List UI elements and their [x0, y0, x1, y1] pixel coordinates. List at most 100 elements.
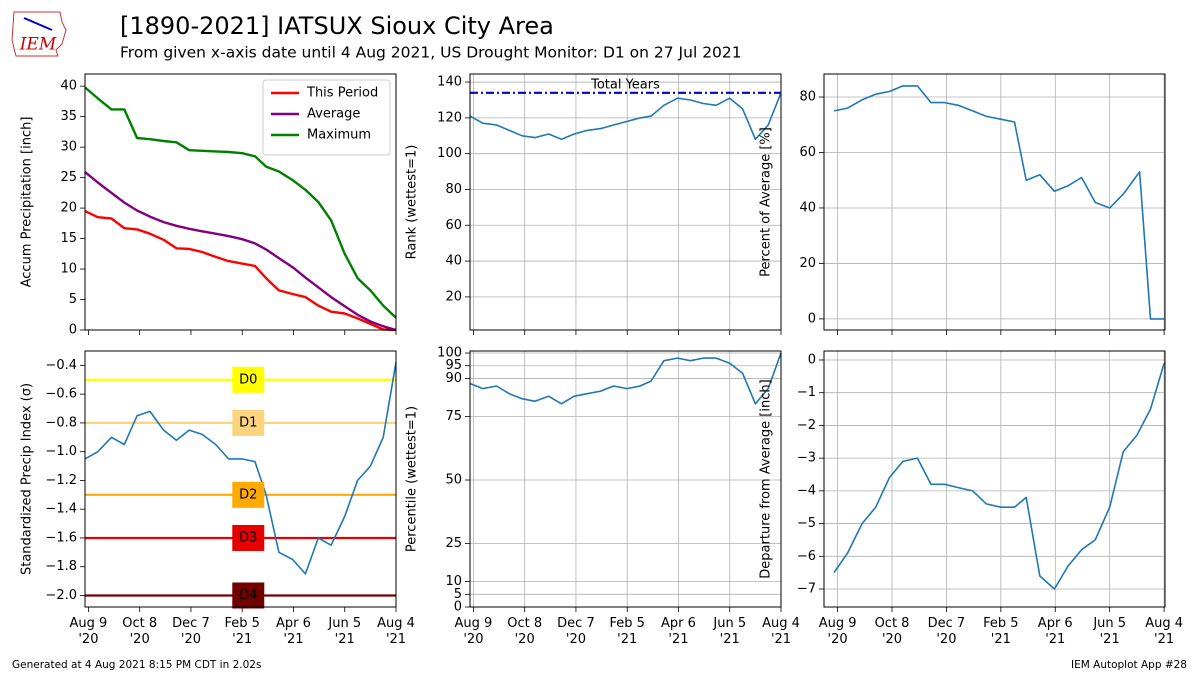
footer-right: IEM Autoplot App #28 — [1071, 659, 1187, 671]
y-tick-label: 75 — [445, 409, 462, 424]
y-tick-label: 30 — [60, 140, 77, 155]
y-axis-label: Percentile (wettest=1) — [405, 406, 420, 552]
y-tick-label: 120 — [437, 110, 462, 125]
x-tick-label: Aug 9'20 — [819, 616, 857, 647]
y-tick-label: −1.4 — [45, 502, 77, 517]
plot-frame — [823, 350, 1166, 608]
x-tick-label: Dec 7'20 — [557, 616, 595, 647]
reference-label: D4 — [239, 588, 257, 603]
plot-frame — [84, 73, 397, 331]
y-tick-label: 40 — [60, 79, 77, 94]
y-tick-label: 20 — [799, 256, 816, 271]
y-tick-label: −1.8 — [45, 559, 77, 574]
y-tick-label: −1.6 — [45, 530, 77, 545]
plot-frame — [469, 350, 782, 608]
reference-label-box — [232, 481, 265, 508]
y-tick-label: 60 — [799, 145, 816, 160]
y-tick-label: 40 — [445, 254, 462, 269]
y-tick-label: 100 — [437, 146, 462, 161]
y-tick-label: 0 — [808, 311, 816, 326]
legend-label: Average — [307, 107, 360, 122]
reference-label: D3 — [239, 530, 257, 545]
series-line — [84, 171, 397, 332]
legend-label: Maximum — [307, 128, 371, 143]
reference-label-box — [232, 366, 265, 393]
y-tick-label: 5 — [454, 587, 462, 602]
y-tick-label: 20 — [445, 289, 462, 304]
x-tick-label: Apr 6'21 — [1038, 616, 1073, 647]
logo-line — [23, 17, 53, 31]
y-tick-label: 0 — [808, 352, 816, 367]
series-line — [469, 352, 782, 405]
y-axis-label: Standardized Precip Index (σ) — [20, 383, 35, 575]
y-axis-label: Accum Precipitation [inch] — [20, 117, 35, 288]
series-line — [833, 363, 1165, 590]
y-axis-label: Departure from Average [inch] — [759, 379, 774, 578]
y-tick-label: 25 — [60, 170, 77, 185]
reference-label-box — [232, 524, 265, 551]
y-tick-label: 40 — [799, 200, 816, 215]
y-tick-label: 140 — [437, 75, 462, 90]
plot-frame — [84, 350, 397, 608]
y-tick-label: 0 — [69, 323, 77, 338]
series-line — [469, 92, 782, 141]
logo-outline — [11, 11, 67, 57]
y-axis-label: Rank (wettest=1) — [405, 145, 420, 260]
y-tick-label: 60 — [445, 218, 462, 233]
y-tick-label: −0.4 — [45, 358, 77, 373]
plot-frame — [823, 73, 1166, 331]
reference-label: Total Years — [590, 77, 660, 92]
x-tick-label: Oct 8'20 — [875, 616, 910, 647]
panel: 0 20 40 60 80 Percent of Average [%] — [759, 73, 1166, 335]
x-tick-label: Apr 6'21 — [276, 616, 311, 647]
y-tick-label: −5 — [797, 516, 816, 531]
x-tick-label: Aug 4'21 — [377, 616, 415, 647]
y-tick-label: −7 — [797, 582, 816, 597]
x-tick-label: Aug 4'21 — [762, 616, 800, 647]
reference-label: D0 — [239, 372, 257, 387]
y-tick-label: 50 — [445, 473, 462, 488]
x-tick-label: Oct 8'20 — [507, 616, 542, 647]
y-tick-label: 5 — [69, 292, 77, 307]
y-tick-label: −1.0 — [45, 444, 77, 459]
panel: −2.0 −1.8 −1.6 −1.4 −1.2 −1.0 −0.8 −0.6 −0.4 Aug … — [20, 350, 415, 647]
y-tick-label: 10 — [445, 574, 462, 589]
y-tick-label: 10 — [60, 262, 77, 277]
x-tick-label: Feb 5'21 — [224, 616, 259, 647]
x-tick-label: Oct 8'20 — [122, 616, 157, 647]
y-tick-label: 100 — [437, 346, 462, 361]
y-tick-label: −2.0 — [45, 588, 77, 603]
x-tick-label: Dec 7'20 — [928, 616, 966, 647]
x-tick-label: Feb 5'21 — [983, 616, 1018, 647]
y-tick-label: 80 — [445, 182, 462, 197]
reference-label-box — [232, 582, 265, 609]
plot-frame — [469, 73, 782, 331]
legend-label: This Period — [306, 86, 378, 101]
y-tick-label: 35 — [60, 109, 77, 124]
logo-text: IEM — [19, 35, 57, 55]
panel: 0 5 10 15 20 25 30 35 40 Accum Precipitation [inc… — [20, 73, 397, 338]
x-tick-label: Jun 5'21 — [327, 616, 361, 647]
y-tick-label: 15 — [60, 231, 77, 246]
reference-label: D1 — [239, 415, 257, 430]
y-tick-label: −4 — [797, 483, 816, 498]
y-tick-label: 80 — [799, 90, 816, 105]
x-tick-label: Aug 4'21 — [1145, 616, 1183, 647]
x-tick-label: Aug 9'20 — [455, 616, 493, 647]
y-tick-label: −2 — [797, 418, 816, 433]
y-tick-label: −1 — [797, 385, 816, 400]
y-tick-label: −0.6 — [45, 387, 77, 402]
y-tick-label: −0.8 — [45, 415, 77, 430]
y-tick-label: 90 — [445, 371, 462, 386]
series-line — [84, 86, 397, 319]
x-tick-label: Jun 5'21 — [712, 616, 746, 647]
y-tick-label: 20 — [60, 201, 77, 216]
panel: 20 40 60 80 100 120 140 Rank (wettest=1) Total Y… — [405, 73, 782, 335]
chart-subtitle: From given x-axis date until 4 Aug 2021,… — [120, 44, 742, 62]
reference-label: D2 — [239, 487, 257, 502]
panel: −7 −6 −5 −4 −3 −2 −1 0 Aug 9'20 Oct 8'20 Dec 7'20 F… — [759, 350, 1183, 647]
x-tick-label: Apr 6'21 — [661, 616, 696, 647]
y-tick-label: 95 — [445, 358, 462, 373]
logo: IEM — [11, 11, 67, 57]
